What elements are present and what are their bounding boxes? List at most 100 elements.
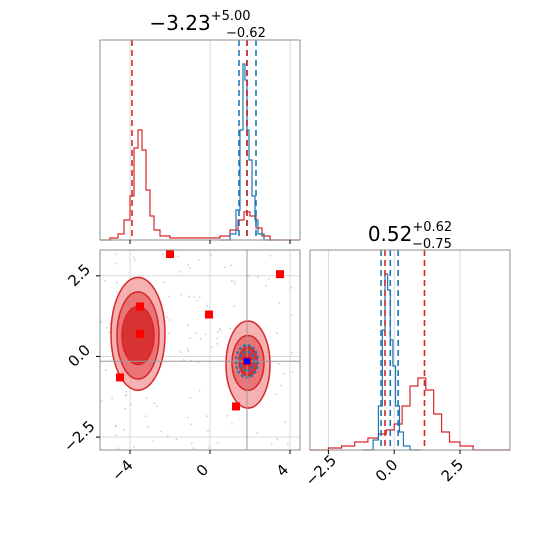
p2-sample-point: [125, 393, 128, 396]
p3-hist-series-1: [362, 273, 421, 451]
p2-sample-point: [233, 305, 236, 308]
p2-sample-point: [155, 405, 158, 408]
p3-title-sub: −0.75: [412, 237, 452, 252]
p2-sample-point: [190, 442, 193, 445]
p2-sample-point: [114, 425, 117, 428]
p2-sample-point: [108, 331, 111, 334]
p2-sample-point: [216, 331, 219, 334]
p2-sample-point: [269, 254, 272, 257]
p2-sample-point: [189, 396, 192, 399]
p2-sample-point: [283, 372, 285, 375]
p2-sample-point: [146, 425, 149, 428]
p2-xtick-label-0: −4: [108, 456, 136, 484]
p2-sample-point: [116, 447, 119, 450]
p2-sample-point: [277, 362, 280, 365]
p2-sample-point: [216, 442, 219, 444]
p2-sample-point: [196, 299, 198, 302]
p2-contours: [110, 276, 271, 409]
p2-sample-point: [229, 327, 232, 330]
p1-hist-series-0: [100, 129, 300, 241]
p2-sample-point: [115, 253, 118, 256]
p2-sample-point: [145, 397, 148, 399]
p2-sample-point: [188, 295, 191, 298]
p2-sample-point: [198, 389, 201, 392]
p2-markers: [116, 250, 284, 411]
p2-sample-point: [233, 280, 236, 283]
p2-sample-point: [218, 328, 221, 330]
p3-title-sup: +0.62: [412, 220, 452, 235]
p2-sample-point: [160, 430, 162, 433]
p2-sample-point: [198, 296, 201, 298]
p1-title-sub: −0.62: [226, 26, 266, 41]
p2-sample-point: [256, 432, 259, 434]
p3-title: 0.52+0.62: [368, 220, 452, 246]
p2-sample-point: [132, 256, 135, 259]
p2-sample-point: [278, 301, 281, 304]
p2-sample-point: [216, 337, 219, 340]
p1-title-main: −3.23: [149, 11, 210, 35]
p2-sample-point: [190, 423, 193, 426]
p2-marker-4: [136, 329, 144, 338]
p2-sample-point: [280, 384, 283, 387]
p1-title: −3.23+5.00: [149, 9, 250, 35]
p2-sample-point: [207, 430, 209, 433]
p1-title-sup: +5.00: [211, 9, 251, 24]
p2-sample-point: [165, 316, 168, 319]
p2-sample-point: [179, 270, 182, 273]
panel-2d: −4 0 4 −2.5 0.0 2.5: [60, 249, 301, 485]
p2-sample-point: [169, 319, 172, 321]
p3-title-main: 0.52: [368, 222, 413, 246]
p2-sample-point: [133, 446, 135, 449]
p2-sample-point: [187, 264, 189, 266]
p2-sample-point: [111, 397, 114, 400]
p2-sample-point: [162, 253, 164, 256]
p2-sample-point: [193, 296, 196, 299]
p2-xtick-label-2: 4: [273, 461, 292, 480]
p2-sample-point: [177, 255, 179, 258]
p2-sample-point: [175, 438, 178, 441]
p2-xtick-label-1: 0: [193, 461, 212, 480]
p2-sample-point: [204, 333, 207, 336]
p2-sample-point: [247, 275, 250, 278]
p2-sample-point: [290, 351, 293, 354]
p2-sample-point: [129, 403, 132, 406]
p2-sample-point: [230, 279, 233, 282]
p2-sample-point: [116, 291, 119, 294]
p2-sample-point: [115, 434, 117, 437]
p2-sample-point: [168, 295, 170, 298]
p2-sample-point: [152, 440, 155, 443]
p2-sample-point: [187, 324, 189, 327]
p2-sample-point: [145, 415, 147, 418]
p2-marker-6: [232, 402, 240, 411]
p2-sample-point: [216, 342, 219, 345]
p2-sample-point: [167, 332, 170, 335]
p2-sample-point: [182, 359, 185, 361]
p1-quantile-lines: [131, 40, 257, 240]
p3-frame: [309, 249, 511, 451]
p2-sample-point: [290, 286, 293, 289]
p2-sample-point: [187, 350, 190, 353]
p2-frame: [99, 249, 301, 451]
p2-sample-point: [276, 438, 279, 441]
p3-ticks: −2.5 0.0 2.5: [302, 450, 467, 490]
p2-sample-point: [103, 279, 106, 282]
p2-sample-point: [265, 284, 267, 287]
p2-sample-point: [284, 421, 287, 423]
p3-hist-series-0: [310, 377, 510, 451]
p2-marker-0: [166, 250, 174, 258]
p2-sample-point: [275, 393, 278, 396]
p2-sample-point: [106, 326, 108, 329]
p2-sample-point: [276, 332, 279, 335]
p3-grid: [327, 250, 461, 450]
p2-sample-point: [186, 416, 189, 419]
p2-sample-point: [116, 281, 118, 284]
p2-sample-point: [124, 407, 126, 410]
p2-sample-point: [124, 394, 127, 397]
p2-sample-point: [210, 253, 212, 256]
p3-xtick-label-1: 0.0: [372, 456, 402, 486]
p2-sample-point: [186, 348, 189, 351]
p3-quantile-lines: [380, 250, 426, 450]
p2-sample-point: [291, 370, 294, 373]
p2-sample-point: [100, 321, 103, 323]
p2-marker-5: [116, 373, 124, 382]
